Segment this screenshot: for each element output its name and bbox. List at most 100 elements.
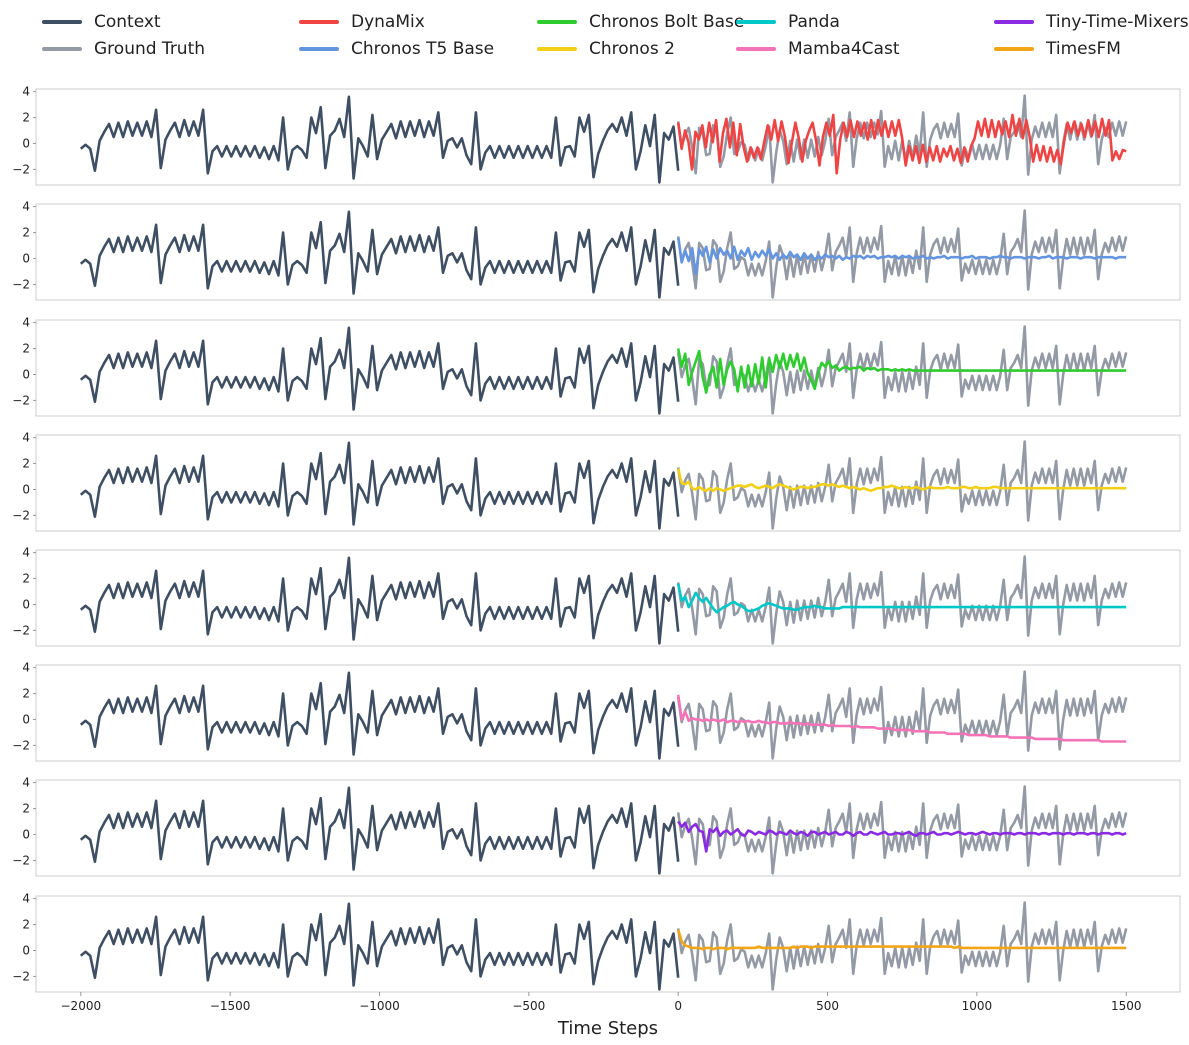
y-tick-label: −2 <box>12 277 30 291</box>
x-tick-label: −1500 <box>210 999 251 1013</box>
forecast-line-panda <box>676 583 1127 614</box>
y-tick-label: 2 <box>22 342 30 356</box>
legend-label: Panda <box>788 12 840 32</box>
legend-item-panda: Panda <box>736 12 840 32</box>
panel-frame <box>35 895 1181 993</box>
forecast-line-mamba4cast <box>676 694 1127 743</box>
panel-chronos-2: 4 2 0 −2 <box>12 431 1181 532</box>
context-line <box>79 671 680 760</box>
legend-item-tiny-time-mixers: Tiny-Time-Mixers <box>994 12 1189 32</box>
panel-frame <box>35 88 1181 186</box>
context-line <box>79 556 680 645</box>
y-tick-label: −2 <box>12 623 30 637</box>
y-tick-label: 4 <box>22 661 30 675</box>
legend-item-context: Context <box>42 12 161 32</box>
ground-truth-line <box>676 555 1128 645</box>
y-tick-label: −2 <box>12 853 30 867</box>
y-tick-label: 0 <box>22 251 30 265</box>
legend-item-ground-truth: Ground Truth <box>42 39 205 59</box>
legend-item-chronos-bolt-base: Chronos Bolt Base <box>537 12 744 32</box>
forecast-line-dynamix <box>676 113 1127 175</box>
legend-swatch <box>736 20 776 24</box>
legend-swatch <box>736 47 776 51</box>
panel-frame <box>35 664 1181 762</box>
panel-dynamix: 4 2 0 −2 <box>12 85 1181 186</box>
y-tick-label: 4 <box>22 776 30 790</box>
legend-label: Chronos T5 Base <box>351 39 495 59</box>
panel-chronos-bolt-base: 4 2 0 −2 <box>12 316 1181 417</box>
legend-label: TimesFM <box>1046 39 1121 59</box>
panel-timesfm: 4 2 0 −2 <box>12 892 1181 993</box>
y-tick-label: 0 <box>22 482 30 496</box>
legend-swatch <box>42 47 82 51</box>
legend-label: Tiny-Time-Mixers <box>1046 12 1189 32</box>
context-line <box>79 210 680 299</box>
panel-frame <box>35 549 1181 647</box>
ground-truth-line <box>676 785 1128 875</box>
y-tick-label: 0 <box>22 712 30 726</box>
y-tick-label: 2 <box>22 802 30 816</box>
y-tick-label: 4 <box>22 546 30 560</box>
y-tick-label: 4 <box>22 200 30 214</box>
y-tick-label: 4 <box>22 316 30 330</box>
legend-swatch <box>42 20 82 24</box>
legend-label: Ground Truth <box>94 39 206 59</box>
x-tick-label: 1000 <box>962 999 993 1013</box>
y-tick-label: 2 <box>22 111 30 125</box>
legend-item-dynamix: DynaMix <box>299 12 425 32</box>
context-line <box>79 786 680 875</box>
legend-item-timesfm: TimesFM <box>994 39 1121 59</box>
panel-frame <box>35 779 1181 877</box>
x-axis-label: Time Steps <box>557 1018 658 1039</box>
y-tick-label: 0 <box>22 943 30 957</box>
panel-panda: 4 2 0 −2 <box>12 546 1181 647</box>
legend-swatch <box>994 20 1034 24</box>
context-line <box>79 441 680 530</box>
y-tick-label: 0 <box>22 597 30 611</box>
ground-truth-line <box>676 440 1128 530</box>
context-line <box>79 326 680 415</box>
forecast-line-chronos-bolt-base <box>676 348 1127 394</box>
context-line <box>79 902 680 991</box>
y-tick-label: −2 <box>12 738 30 752</box>
y-tick-label: 2 <box>22 687 30 701</box>
y-tick-label: −2 <box>12 969 30 983</box>
ground-truth-line <box>676 670 1128 760</box>
panel-chronos-t5-base: 4 2 0 −2 <box>12 200 1181 301</box>
legend-label: DynaMix <box>351 12 425 32</box>
panel-frame <box>35 203 1181 301</box>
y-tick-label: 0 <box>22 136 30 150</box>
y-tick-label: 4 <box>22 431 30 445</box>
legend-swatch <box>994 47 1034 51</box>
y-tick-label: 0 <box>22 367 30 381</box>
y-tick-label: 0 <box>22 827 30 841</box>
legend-item-chronos-2: Chronos 2 <box>537 39 675 59</box>
legend-label: Context <box>94 12 161 32</box>
ground-truth-line <box>676 901 1128 991</box>
legend-label: Chronos Bolt Base <box>589 12 745 32</box>
y-tick-label: 2 <box>22 918 30 932</box>
panel-frame <box>35 319 1181 417</box>
x-tick-label: 500 <box>816 999 839 1013</box>
x-tick-label: −500 <box>512 999 545 1013</box>
y-tick-label: 4 <box>22 85 30 99</box>
legend-item-mamba4cast: Mamba4Cast <box>736 39 899 59</box>
forecast-line-timesfm <box>676 929 1127 951</box>
forecast-line-chronos-t5-base <box>676 237 1127 276</box>
x-tick-label: −1000 <box>359 999 400 1013</box>
x-tick-label: −2000 <box>61 999 102 1013</box>
panel-frame <box>35 434 1181 532</box>
y-tick-label: 2 <box>22 457 30 471</box>
y-tick-label: −2 <box>12 508 30 522</box>
legend-swatch <box>537 47 577 51</box>
y-tick-label: −2 <box>12 393 30 407</box>
y-tick-label: 2 <box>22 572 30 586</box>
legend-item-chronos-t5-base: Chronos T5 Base <box>299 39 494 59</box>
panel-mamba4cast: 4 2 0 −2 <box>12 661 1181 762</box>
legend-swatch <box>537 20 577 24</box>
context-line <box>79 95 680 184</box>
legend-swatch <box>299 20 339 24</box>
forecast-line-chronos-2 <box>676 468 1127 493</box>
legend-label: Mamba4Cast <box>788 39 900 59</box>
